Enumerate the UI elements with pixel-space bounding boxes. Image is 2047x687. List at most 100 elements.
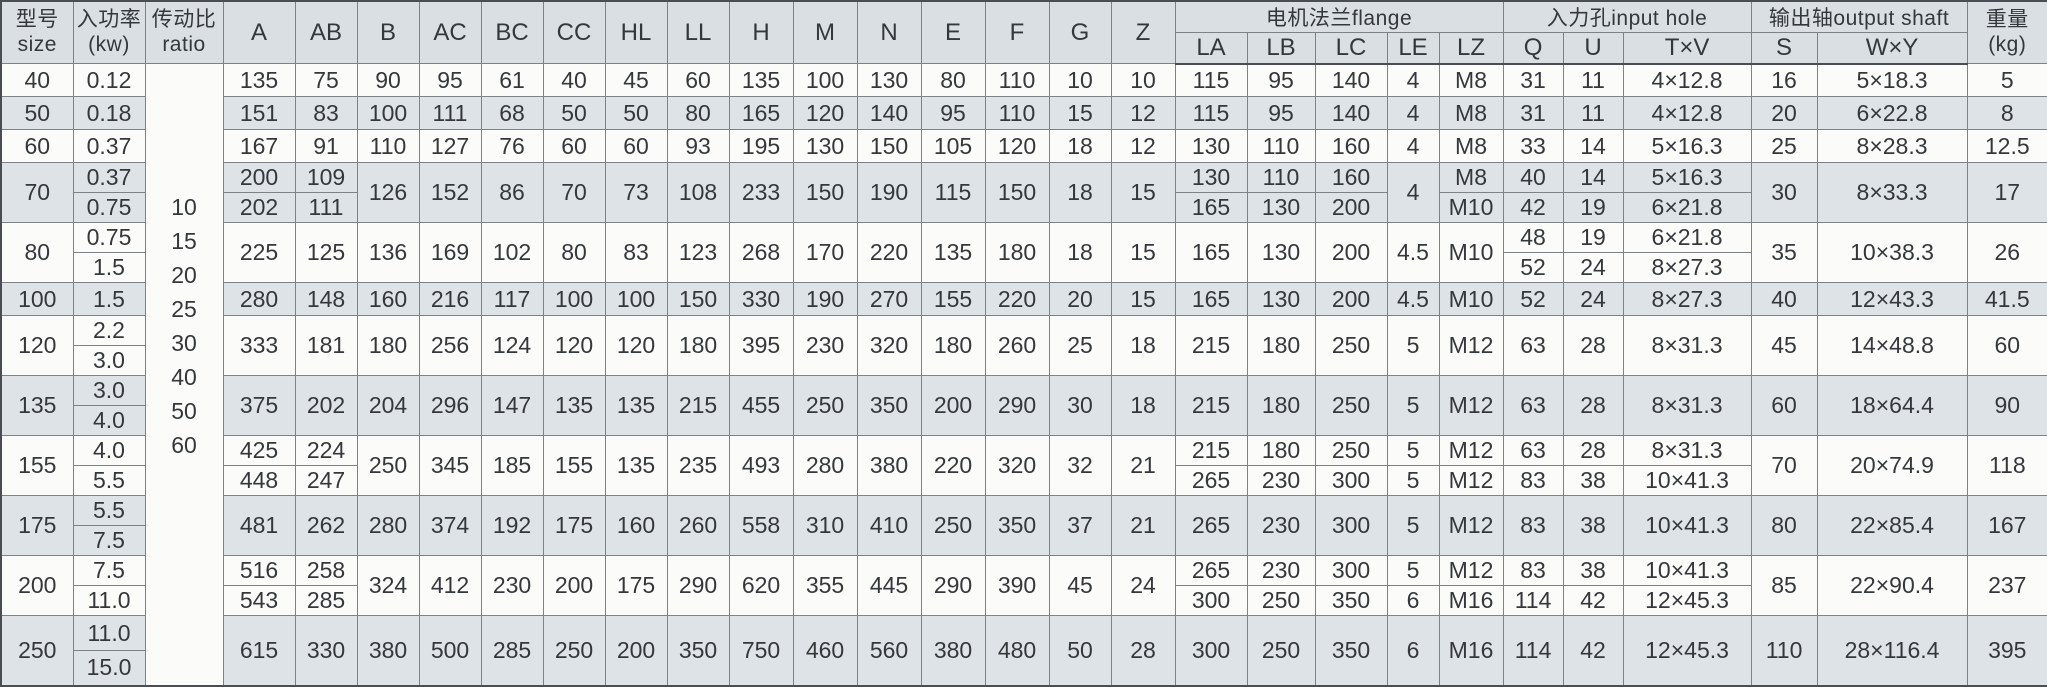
cell-Q: 83	[1502, 555, 1564, 586]
cell-LA: 215	[1174, 435, 1248, 466]
ratio-value: 20	[171, 262, 197, 289]
cell-BC: 102	[480, 222, 544, 283]
cell-U: 38	[1562, 465, 1624, 496]
header-dim-A: A	[222, 0, 296, 64]
cell-HL: 83	[604, 222, 668, 283]
cell-WxY: 8×28.3	[1816, 129, 1968, 163]
cell-N: 410	[856, 495, 922, 556]
cell-kw: 2.2	[72, 315, 146, 346]
cell-TxV: 4×12.8	[1622, 96, 1752, 130]
cell-LC: 140	[1314, 63, 1388, 97]
cell-LE: 6	[1386, 615, 1440, 686]
cell-AB: 91	[294, 129, 358, 163]
cell-AB: 83	[294, 96, 358, 130]
ratio-value: 40	[171, 364, 197, 391]
cell-U: 42	[1562, 615, 1624, 686]
cell-Q: 33	[1502, 129, 1564, 163]
header-power: 入功率 (kw)	[72, 0, 146, 64]
cell-BC: 147	[480, 375, 544, 436]
cell-M: 150	[792, 162, 858, 223]
header-LB: LB	[1246, 32, 1316, 65]
cell-U: 38	[1562, 495, 1624, 556]
cell-LC: 250	[1314, 375, 1388, 436]
cell-kw: 11.0	[72, 585, 146, 616]
cell-LL: 60	[666, 63, 730, 97]
cell-LZ: M10	[1438, 282, 1504, 316]
cell-HL: 73	[604, 162, 668, 223]
cell-F: 180	[984, 222, 1050, 283]
cell-TxV: 8×31.3	[1622, 375, 1752, 436]
cell-LZ: M12	[1438, 555, 1504, 586]
header-dim-M: M	[792, 0, 858, 64]
cell-LA: 215	[1174, 375, 1248, 436]
cell-E: 105	[920, 129, 986, 163]
cell-LC: 300	[1314, 495, 1388, 556]
cell-HL: 135	[604, 375, 668, 436]
cell-A: 225	[222, 222, 296, 283]
cell-LC: 250	[1314, 435, 1388, 466]
cell-LB: 180	[1246, 435, 1316, 466]
cell-LE: 4	[1386, 63, 1440, 97]
cell-G: 37	[1048, 495, 1112, 556]
cell-CC: 120	[542, 315, 606, 376]
cell-ratio-list: 10 15 20 25 30 40 50 60	[144, 63, 224, 686]
header-dim-G: G	[1048, 0, 1112, 64]
cell-U: 38	[1562, 555, 1624, 586]
cell-G: 32	[1048, 435, 1112, 496]
header-Q: Q	[1502, 32, 1564, 65]
cell-U: 24	[1562, 252, 1624, 283]
cell-F: 110	[984, 63, 1050, 97]
cell-kw: 0.37	[72, 162, 146, 193]
cell-kw: 0.75	[72, 222, 146, 253]
cell-AB: 258	[294, 555, 358, 586]
cell-AC: 412	[418, 555, 482, 616]
cell-size: 135	[0, 375, 74, 436]
cell-LZ: M10	[1438, 222, 1504, 283]
cell-LC: 200	[1314, 282, 1388, 316]
cell-E: 135	[920, 222, 986, 283]
cell-S: 20	[1750, 96, 1818, 130]
cell-F: 390	[984, 555, 1050, 616]
cell-weight: 12.5	[1966, 129, 2047, 163]
table-row: 250 11.0 615 330 380 500 285 250 200 350…	[0, 615, 2047, 686]
cell-Q: 83	[1502, 465, 1564, 496]
cell-M: 250	[792, 375, 858, 436]
cell-Z: 10	[1110, 63, 1176, 97]
table-row: 175 5.5 481 262 280 374 192 175 160 260 …	[0, 495, 2047, 556]
cell-LA: 300	[1174, 615, 1248, 686]
cell-weight: 118	[1966, 435, 2047, 496]
cell-LE: 4	[1386, 162, 1440, 223]
cell-AB: 109	[294, 162, 358, 193]
cell-A: 481	[222, 495, 296, 556]
cell-M: 280	[792, 435, 858, 496]
cell-TxV: 6×21.8	[1622, 192, 1752, 223]
cell-Z: 15	[1110, 222, 1176, 283]
cell-TxV: 4×12.8	[1622, 63, 1752, 97]
cell-A: 202	[222, 192, 296, 223]
cell-LB: 95	[1246, 96, 1316, 130]
cell-LL: 108	[666, 162, 730, 223]
cell-BC: 230	[480, 555, 544, 616]
cell-LZ: M12	[1438, 495, 1504, 556]
header-TxV: T×V	[1622, 32, 1752, 65]
cell-M: 120	[792, 96, 858, 130]
cell-HL: 50	[604, 96, 668, 130]
cell-LA: 165	[1174, 192, 1248, 223]
cell-LL: 350	[666, 615, 730, 686]
cell-LB: 180	[1246, 315, 1316, 376]
cell-A: 280	[222, 282, 296, 316]
cell-LZ: M12	[1438, 375, 1504, 436]
cell-HL: 200	[604, 615, 668, 686]
cell-U: 14	[1562, 129, 1624, 163]
cell-U: 19	[1562, 192, 1624, 223]
cell-AC: 345	[418, 435, 482, 496]
cell-LC: 350	[1314, 615, 1388, 686]
header-LZ: LZ	[1438, 32, 1504, 65]
cell-WxY: 8×33.3	[1816, 162, 1968, 223]
cell-WxY: 14×48.8	[1816, 315, 1968, 376]
cell-LA: 265	[1174, 555, 1248, 586]
cell-F: 350	[984, 495, 1050, 556]
cell-S: 80	[1750, 495, 1818, 556]
cell-LL: 260	[666, 495, 730, 556]
cell-kw: 4.0	[72, 435, 146, 466]
